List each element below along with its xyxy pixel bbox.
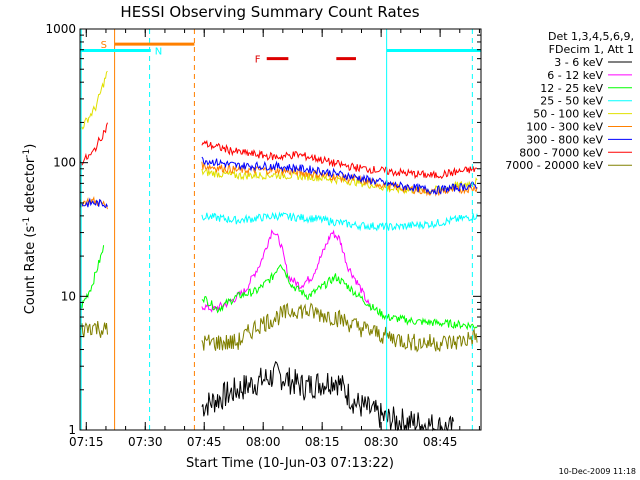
legend-label-4: 25 - 50 keV [540, 95, 603, 108]
legend-header-decimation: FDecim 1, Att 1 [549, 43, 634, 56]
legend-label-2: 6 - 12 keV [547, 69, 603, 82]
x-axis-ticks: 07:15 07:30 07:45 08:00 08:15 08:30 08:45 [69, 29, 480, 449]
series-line-7 [79, 156, 478, 209]
series-line-9 [79, 302, 478, 353]
y-axis-label-sup1: -1 [22, 217, 32, 226]
x-tick-label-5: 08:15 [305, 435, 340, 449]
y-tick-label-2: 10 [61, 289, 76, 303]
markers-layer: S N F [80, 29, 481, 430]
x-tick-label-4: 08:00 [246, 435, 281, 449]
x-tick-label-7: 08:45 [423, 435, 458, 449]
legend-label-3: 12 - 25 keV [540, 82, 603, 95]
x-tick-label-3: 07:45 [187, 435, 222, 449]
plot-timestamp: 10-Dec-2009 11:18 [559, 467, 636, 476]
plot-frame [79, 28, 482, 431]
series-layer [79, 70, 478, 432]
series-line-8 [79, 122, 478, 180]
y-axis-label-main: Count Rate (s [23, 226, 38, 315]
state-bar-label-2: N [155, 47, 162, 58]
legend-label-5: 50 - 100 keV [533, 108, 603, 121]
legend: Det 1,3,4,5,6,9, FDecim 1, Att 1 3 - 6 k… [505, 30, 634, 172]
x-axis-label: Start Time (10-Jun-03 07:13:22) [186, 456, 394, 471]
legend-label-9: 7000 - 20000 keV [505, 159, 603, 172]
legend-label-1: 3 - 6 keV [554, 56, 603, 69]
y-axis-label-end: ) [23, 144, 38, 149]
x-tick-label-2: 07:30 [128, 435, 163, 449]
legend-label-6: 100 - 300 keV [526, 121, 603, 134]
series-line-4 [201, 211, 478, 232]
legend-label-7: 300 - 800 keV [526, 133, 603, 146]
x-tick-label-1: 07:15 [69, 435, 104, 449]
y-tick-label-3: 100 [53, 156, 76, 170]
series-line-3 [79, 245, 478, 331]
chart-title: HESSI Observing Summary Count Rates [120, 3, 419, 21]
y-axis-label-sup2: -1 [22, 149, 32, 158]
y-axis-ticks: 1 10 100 1000 [45, 22, 481, 437]
legend-label-8: 800 - 7000 keV [519, 146, 603, 159]
legend-header-detectors: Det 1,3,4,5,6,9, [548, 30, 634, 43]
flare-label: F [255, 55, 261, 66]
state-bar-label-1: S [101, 40, 107, 51]
y-tick-label-1: 1 [68, 423, 76, 437]
y-tick-label-4: 1000 [45, 22, 76, 36]
y-axis-label-mid: detector [23, 157, 38, 217]
series-line-1 [201, 360, 454, 432]
x-tick-label-6: 08:30 [364, 435, 399, 449]
y-axis-label: Count Rate (s-1 detector-1) [22, 144, 38, 315]
series-line-2 [201, 229, 372, 313]
